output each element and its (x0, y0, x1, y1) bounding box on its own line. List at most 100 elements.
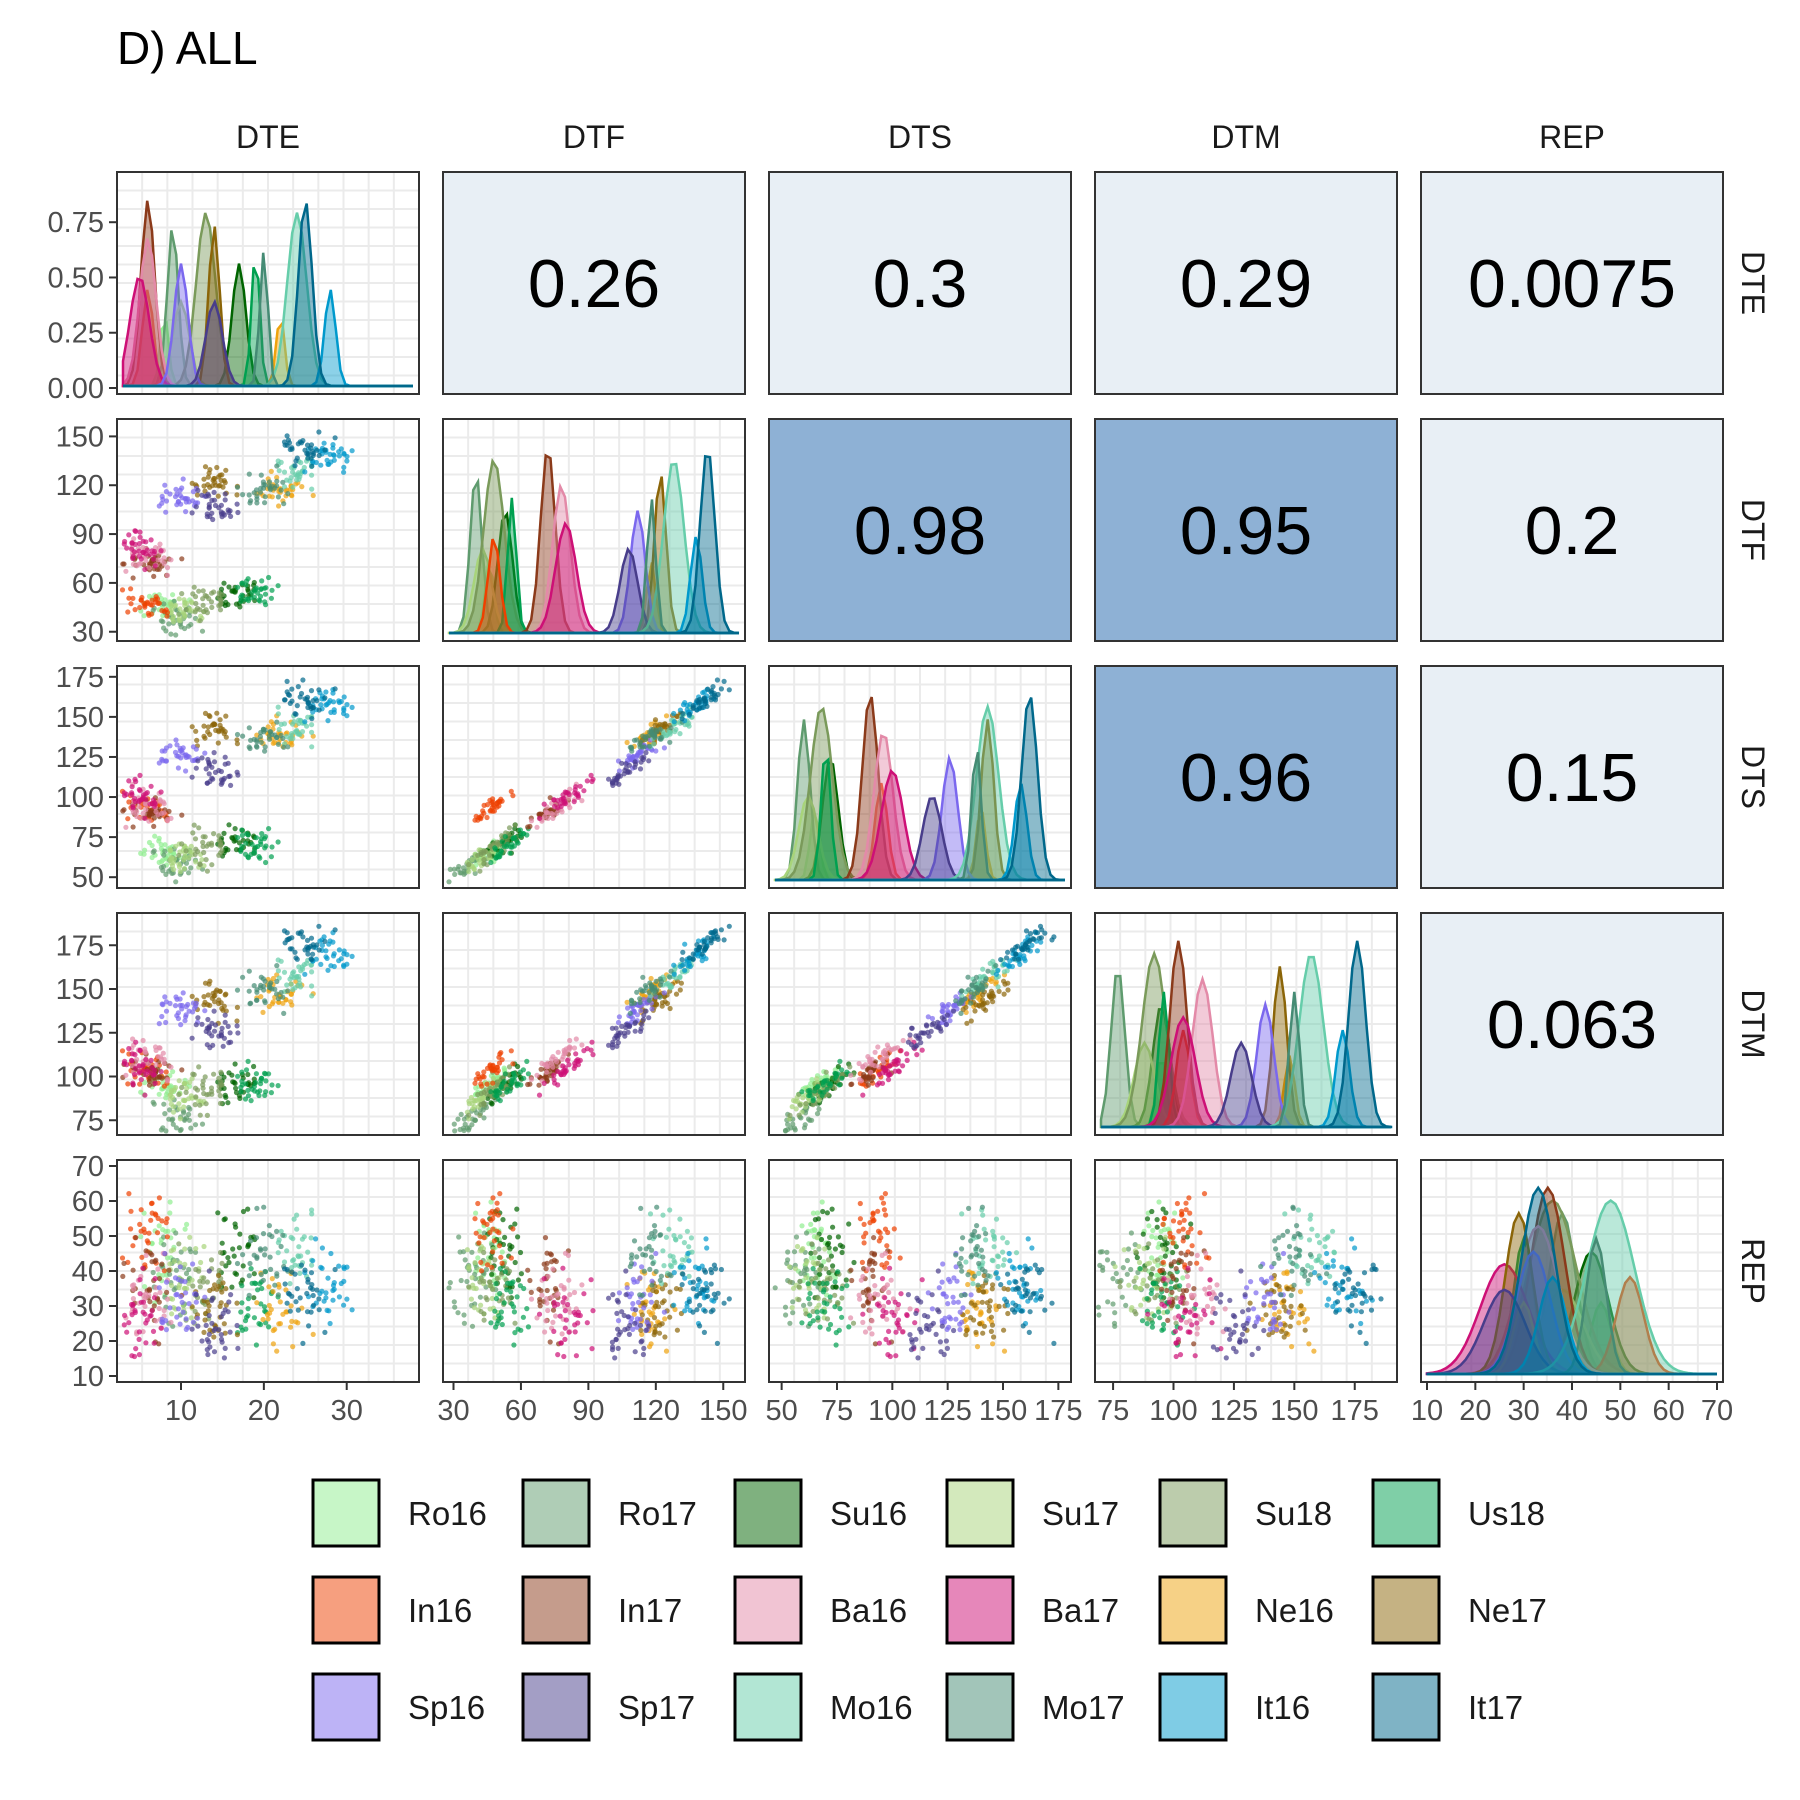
point-ne17 (219, 1289, 225, 1295)
point-us18 (243, 840, 249, 846)
point-mo16 (287, 736, 293, 742)
point-su16 (240, 1263, 246, 1269)
point-mo17 (637, 996, 643, 1002)
point-it17 (285, 437, 291, 443)
point-mo16 (284, 982, 290, 988)
point-ba17 (919, 1047, 925, 1053)
point-in16 (494, 1207, 500, 1213)
point-it16 (344, 1296, 350, 1302)
point-it16 (323, 954, 329, 960)
point-ne16 (269, 1276, 275, 1282)
point-us18 (268, 1090, 274, 1096)
point-ne17 (667, 1005, 673, 1012)
point-in16 (484, 1262, 491, 1268)
point-mo16 (290, 1258, 296, 1264)
point-mo17 (285, 744, 291, 750)
point-in17 (151, 573, 157, 580)
point-mo17 (269, 986, 275, 992)
point-us18 (502, 1269, 508, 1275)
point-ne17 (212, 479, 218, 485)
point-in17 (121, 561, 127, 567)
point-su17 (466, 1264, 472, 1270)
point-it16 (341, 1302, 347, 1308)
point-it17 (690, 951, 696, 957)
point-ro17 (456, 1234, 462, 1240)
point-in16 (146, 1230, 152, 1236)
point-us18 (258, 1081, 264, 1087)
point-sp16 (163, 1279, 170, 1285)
point-sp17 (211, 497, 218, 503)
point-su16 (219, 1240, 225, 1246)
point-ba17 (536, 1092, 543, 1098)
point-it17 (721, 678, 727, 685)
point-it16 (321, 1298, 327, 1304)
point-in17 (121, 807, 127, 813)
point-ro17 (161, 601, 167, 607)
point-su18 (192, 851, 198, 858)
panel-dts-dtf (442, 665, 746, 889)
correlation-cell-bg (1095, 172, 1397, 394)
point-it17 (306, 450, 312, 457)
point-su18 (190, 1071, 196, 1077)
point-it16 (1009, 963, 1016, 970)
point-ne17 (217, 717, 223, 723)
point-sp17 (926, 1033, 932, 1039)
point-sp17 (205, 756, 211, 763)
point-it17 (305, 951, 311, 957)
point-ro17 (168, 631, 174, 637)
point-ba16 (528, 1296, 535, 1302)
panel-dtf-dtm: 0.95 (1094, 418, 1398, 642)
point-ba17 (151, 1340, 157, 1346)
point-su18 (183, 1089, 189, 1095)
point-in17 (130, 824, 136, 830)
point-it17 (289, 698, 295, 704)
point-sp16 (190, 1319, 196, 1325)
point-sp17 (234, 769, 240, 775)
point-su18 (179, 591, 185, 597)
point-su16 (232, 1061, 238, 1067)
point-sp17 (646, 758, 652, 764)
point-sp17 (640, 1016, 647, 1023)
point-it17 (309, 716, 315, 722)
point-it16 (319, 1288, 325, 1294)
point-ba16 (156, 1305, 162, 1312)
panel-frame (1420, 418, 1724, 642)
point-ne17 (207, 1287, 213, 1294)
point-sp17 (938, 1028, 944, 1034)
point-ro17 (173, 1230, 179, 1236)
point-mo16 (309, 993, 315, 999)
point-it17 (289, 1269, 295, 1275)
point-ba17 (136, 1352, 142, 1358)
point-su17 (176, 1078, 182, 1084)
point-ba17 (137, 1291, 143, 1297)
point-us18 (251, 594, 257, 600)
point-ba16 (542, 1329, 548, 1335)
point-sp16 (179, 1278, 185, 1284)
point-in16 (125, 609, 131, 615)
point-ba17 (565, 1057, 571, 1063)
point-mo17 (280, 735, 286, 742)
point-it16 (328, 1250, 334, 1257)
point-it17 (705, 686, 711, 692)
point-sp16 (173, 994, 179, 1000)
point-sp17 (222, 1012, 228, 1018)
panel-rep-dte (116, 1159, 420, 1383)
point-sp16 (163, 1019, 169, 1026)
point-ba17 (136, 1336, 142, 1342)
point-it16 (318, 462, 324, 468)
point-it16 (336, 698, 342, 704)
point-ne17 (659, 1003, 665, 1009)
point-mo17 (280, 1232, 286, 1238)
point-sp17 (199, 492, 205, 498)
point-su16 (231, 1253, 237, 1259)
point-ro17 (150, 1269, 156, 1276)
correlation-value: 0.29 (1180, 246, 1312, 322)
point-ro16 (149, 842, 155, 849)
point-in17 (525, 1081, 531, 1088)
point-sp16 (179, 747, 185, 753)
point-su18 (190, 591, 196, 597)
point-ro17 (469, 1323, 476, 1329)
point-ro17 (178, 624, 184, 630)
point-mo17 (281, 744, 287, 750)
point-ne16 (299, 484, 305, 490)
